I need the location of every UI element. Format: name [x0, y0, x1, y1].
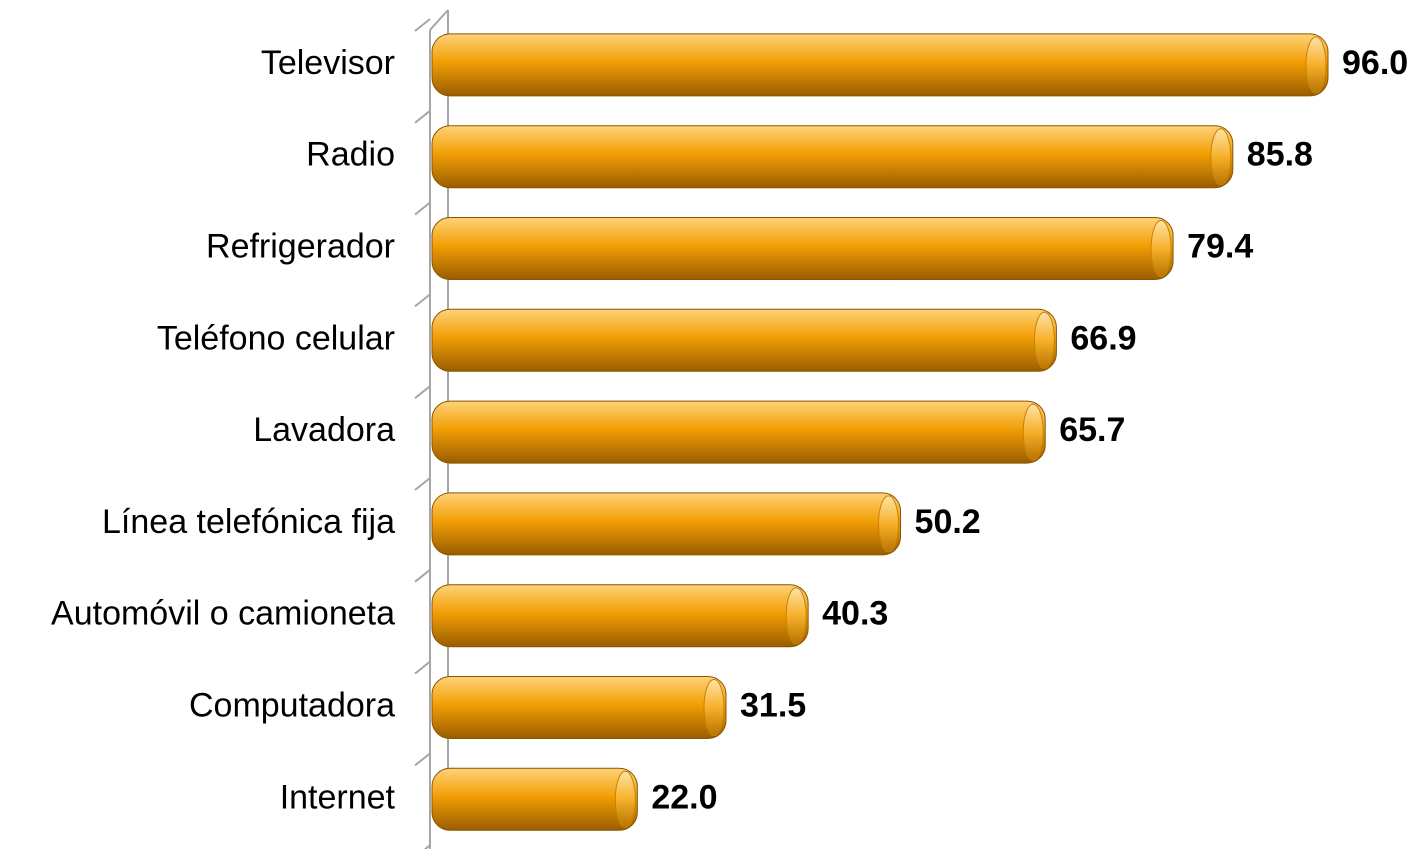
- y-tick-label: Computadora: [189, 686, 395, 724]
- value-label: 50.2: [915, 503, 981, 541]
- y-tick-label: Automóvil o camioneta: [51, 595, 395, 633]
- bar: [431, 217, 1174, 280]
- value-label: 96.0: [1342, 44, 1408, 82]
- bar: [431, 676, 727, 739]
- bar-body: [431, 33, 1329, 97]
- bar-cap: [878, 495, 900, 553]
- bar-body: [431, 400, 1046, 464]
- value-label: 31.5: [740, 686, 806, 724]
- value-label: 22.0: [651, 778, 717, 816]
- axis-tick: [414, 18, 431, 32]
- axis-tick: [414, 110, 431, 124]
- bar-body: [431, 125, 1234, 189]
- bar-cap: [1150, 220, 1172, 277]
- bar-cap: [1033, 311, 1055, 369]
- bar-cap: [1305, 36, 1327, 94]
- value-label: 85.8: [1247, 136, 1313, 174]
- bar-body: [431, 308, 1057, 372]
- bar: [431, 767, 638, 831]
- y-tick-label: Lavadora: [253, 411, 395, 449]
- y-tick-label: Televisor: [261, 44, 395, 82]
- bar-body: [431, 492, 902, 556]
- bar-body: [431, 584, 809, 648]
- bar-cap: [703, 679, 725, 736]
- bar-cap: [614, 770, 636, 828]
- axis-tick: [414, 660, 431, 675]
- bar-cap: [785, 587, 807, 645]
- bar-cap: [1022, 403, 1044, 461]
- bar: [431, 584, 809, 648]
- bar-body: [431, 767, 638, 831]
- y-tick-label: Internet: [280, 778, 396, 816]
- axis-tick: [423, 844, 431, 849]
- axis-tick: [414, 477, 431, 491]
- axis-tick: [414, 385, 431, 399]
- y-tick-label: Línea telefónica fija: [102, 503, 395, 541]
- y-tick-label: Teléfono celular: [157, 319, 395, 357]
- y-tick-label: Refrigerador: [206, 227, 395, 265]
- value-label: 40.3: [822, 595, 888, 633]
- axis-tick: [414, 752, 431, 767]
- axis-tick: [414, 201, 431, 216]
- value-label: 66.9: [1070, 319, 1136, 357]
- axis-tick: [414, 293, 431, 308]
- bar: [431, 400, 1046, 464]
- bar-cap: [1210, 128, 1232, 186]
- bar-body: [431, 676, 727, 739]
- axis-tick: [414, 569, 431, 583]
- bar-body: [431, 217, 1174, 280]
- value-label: 65.7: [1059, 411, 1125, 449]
- y-tick-label: Radio: [306, 136, 395, 174]
- bar: [431, 492, 902, 556]
- value-label: 79.4: [1187, 227, 1253, 265]
- bar: [431, 308, 1057, 372]
- bar: [431, 125, 1234, 189]
- bar: [431, 33, 1329, 97]
